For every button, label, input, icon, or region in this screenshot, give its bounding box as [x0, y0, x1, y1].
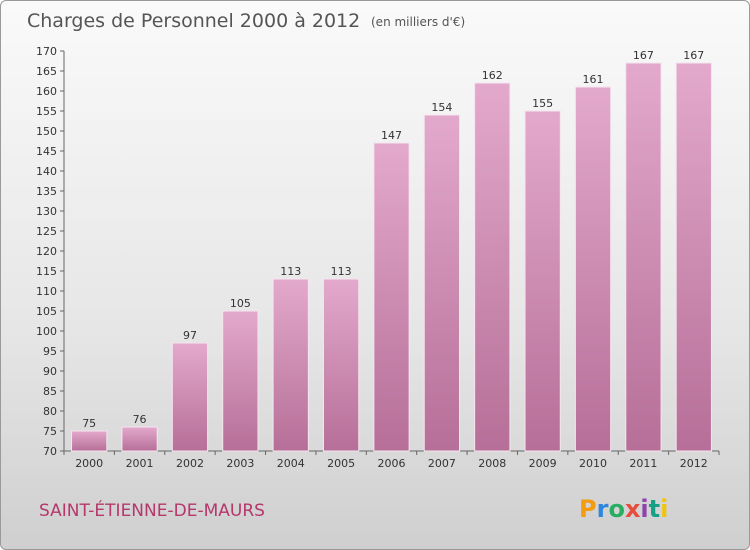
bar-2002: [171, 342, 209, 452]
y-tick-label: 100: [36, 325, 57, 338]
data-label-2005: 113: [331, 265, 352, 278]
y-tick-label: 155: [36, 105, 57, 118]
y-tick-label: 80: [43, 405, 57, 418]
y-tick-label: 120: [36, 245, 57, 258]
bar-2007: [423, 114, 461, 452]
data-label-2006: 147: [381, 129, 402, 142]
y-tick-label: 85: [43, 385, 57, 398]
data-label-2011: 167: [633, 49, 654, 62]
chart-data-labels: 75 76 97 105 113 113 147 154 162 155 161 167 167: [82, 49, 704, 430]
data-label-2009: 155: [532, 97, 553, 110]
y-tick-label: 150: [36, 125, 57, 138]
x-tick-label: 2003: [226, 457, 254, 470]
x-tick-label: 2005: [327, 457, 355, 470]
y-tick-label: 70: [43, 445, 57, 458]
bar-2012: [675, 62, 712, 452]
y-tick-label: 170: [36, 45, 57, 58]
data-label-2003: 105: [230, 297, 251, 310]
bar-2005: [322, 278, 360, 452]
y-tick-label: 145: [36, 145, 57, 158]
data-label-2000: 75: [82, 417, 96, 430]
y-tick-label: 105: [36, 305, 57, 318]
chart-axes: 70 75 80 85 90 95 100 105 110 115 120 125 130 135 140 1…: [36, 45, 720, 470]
bar-2004: [272, 278, 309, 452]
bar-2000: [71, 430, 108, 452]
bar-2008: [474, 82, 511, 452]
x-tick-label: 2004: [277, 457, 305, 470]
x-tick-label: 2000: [75, 457, 103, 470]
y-tick-label: 130: [36, 205, 57, 218]
data-label-2002: 97: [183, 329, 197, 342]
data-label-2007: 154: [431, 101, 452, 114]
chart-title: Charges de Personnel 2000 à 2012: [27, 10, 360, 32]
bar-2010: [574, 86, 612, 452]
x-tick-label: 2006: [378, 457, 406, 470]
chart-subtitle: (en milliers d'€): [371, 15, 465, 29]
x-tick-label: 2011: [629, 457, 657, 470]
y-tick-label: 140: [36, 165, 57, 178]
chart-bars: [71, 62, 712, 452]
y-tick-label: 90: [43, 365, 57, 378]
bar-2009: [524, 110, 561, 452]
data-label-2001: 76: [133, 413, 147, 426]
y-tick-label: 75: [43, 425, 57, 438]
bar-2011: [625, 62, 662, 452]
bar-2001: [121, 426, 158, 452]
y-tick-label: 135: [36, 185, 57, 198]
data-label-2008: 162: [482, 69, 503, 82]
y-tick-label: 95: [43, 345, 57, 358]
y-tick-label: 160: [36, 85, 57, 98]
bar-2006: [373, 142, 410, 452]
data-label-2004: 113: [280, 265, 301, 278]
y-tick-label: 115: [36, 265, 57, 278]
x-tick-label: 2008: [478, 457, 506, 470]
y-tick-label: 110: [36, 285, 57, 298]
data-label-2012: 167: [683, 49, 704, 62]
x-tick-label: 2002: [176, 457, 204, 470]
proxiti-logo: Proxiti: [579, 495, 668, 523]
data-label-2010: 161: [583, 73, 604, 86]
x-tick-label: 2012: [680, 457, 708, 470]
y-tick-label: 165: [36, 65, 57, 78]
x-tick-label: 2001: [126, 457, 154, 470]
x-tick-label: 2009: [529, 457, 557, 470]
town-name: SAINT-ÉTIENNE-DE-MAURS: [39, 499, 265, 521]
y-tick-label: 125: [36, 225, 57, 238]
x-tick-label: 2007: [428, 457, 456, 470]
bar-2003: [222, 310, 259, 452]
x-tick-label: 2010: [579, 457, 607, 470]
